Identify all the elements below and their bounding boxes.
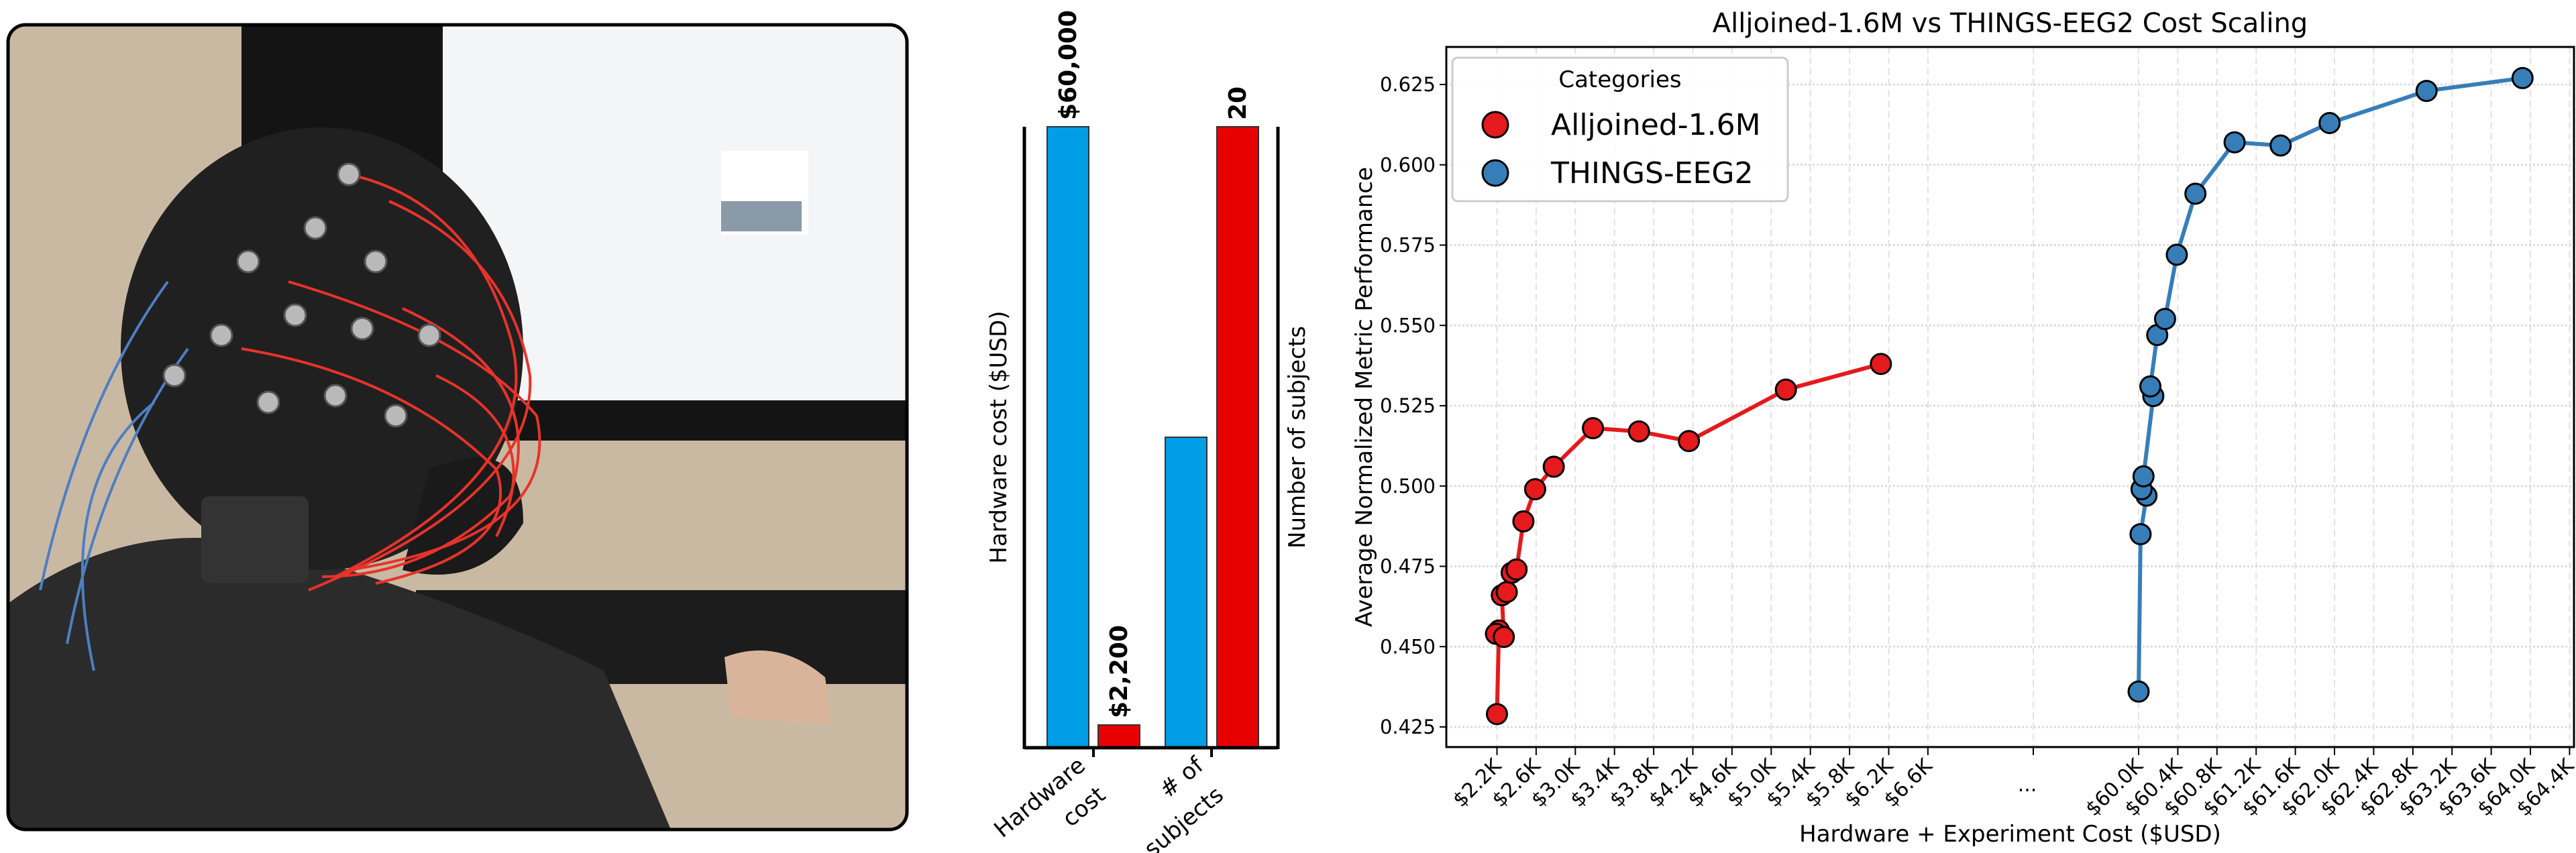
- cost-scaling-line-chart: 0.425 0.450 0.475 0.500 0.525 0.550 0.575 0.600…: [1351, 8, 2576, 848]
- bar-value-label: $60,000: [1055, 10, 1082, 120]
- legend: Categories Alljoined-1.6M THINGS-EEG2: [1451, 56, 1789, 203]
- data-point: [2511, 66, 2534, 89]
- data-point: [1542, 455, 1565, 478]
- axes-frame: [1445, 46, 2575, 748]
- bar-0: [1046, 126, 1089, 748]
- bar-value-label: 20: [1224, 87, 1252, 120]
- data-point: [2184, 182, 2207, 205]
- data-point: [1493, 626, 1515, 648]
- data-point: [1495, 581, 1518, 604]
- data-point: [2318, 111, 2341, 134]
- y-axis-label: Average Normalized Metric Performance: [1351, 167, 1378, 627]
- legend-title: Categories: [1558, 66, 1681, 93]
- y-tick-label: 0.425: [1380, 716, 1436, 738]
- x-axis-label: Hardware + Experiment Cost ($USD): [1799, 821, 2221, 848]
- data-point: [1505, 558, 1528, 581]
- legend-label: Alljoined-1.6M: [1551, 108, 1761, 142]
- bar-value-label: $2,200: [1106, 625, 1133, 718]
- data-point: [2132, 465, 2155, 488]
- y-tick-label: 0.500: [1380, 475, 1436, 498]
- y-tick-label: 0.575: [1380, 234, 1436, 257]
- legend-label: THINGS-EEG2: [1550, 156, 1753, 190]
- data-point: [1678, 430, 1701, 453]
- y-tick-label: 0.625: [1380, 73, 1436, 96]
- data-point: [1870, 353, 1892, 376]
- legend-box: [1451, 56, 1789, 203]
- legend-marker: [1481, 111, 1509, 139]
- data-point: [2153, 308, 2176, 331]
- data-point: [1582, 417, 1605, 440]
- data-point: [1627, 420, 1650, 443]
- y-tick-label: 0.450: [1380, 635, 1436, 658]
- y-tick-label: 0.475: [1380, 555, 1436, 578]
- data-point: [2127, 680, 2150, 703]
- bar-3: [1216, 126, 1259, 748]
- chart-title: Alljoined-1.6M vs THINGS-EEG2 Cost Scali…: [1713, 8, 2308, 39]
- data-point: [1486, 703, 1508, 726]
- data-point: [2165, 243, 2188, 266]
- data-point: [2223, 131, 2246, 154]
- bar-1: [1097, 724, 1140, 748]
- eeg-cap-photo: [6, 23, 909, 832]
- y-axis-label-right: Number of subjects: [1284, 326, 1311, 549]
- data-point: [2139, 375, 2162, 398]
- y-tick-label: 0.525: [1380, 394, 1436, 417]
- bar-2: [1165, 437, 1208, 748]
- data-point: [2415, 80, 2438, 103]
- y-tick-label: 0.550: [1380, 314, 1436, 337]
- y-tick-label: 0.600: [1380, 154, 1436, 176]
- data-point: [1523, 478, 1546, 501]
- data-point: [2129, 523, 2152, 546]
- data-point: [1512, 510, 1535, 532]
- y-axis-label-left: Hardware cost ($USD): [985, 310, 1012, 563]
- data-point: [2269, 134, 2292, 157]
- axis-break-label: ...: [2018, 773, 2037, 797]
- legend-marker: [1481, 159, 1509, 187]
- data-point: [1774, 378, 1797, 401]
